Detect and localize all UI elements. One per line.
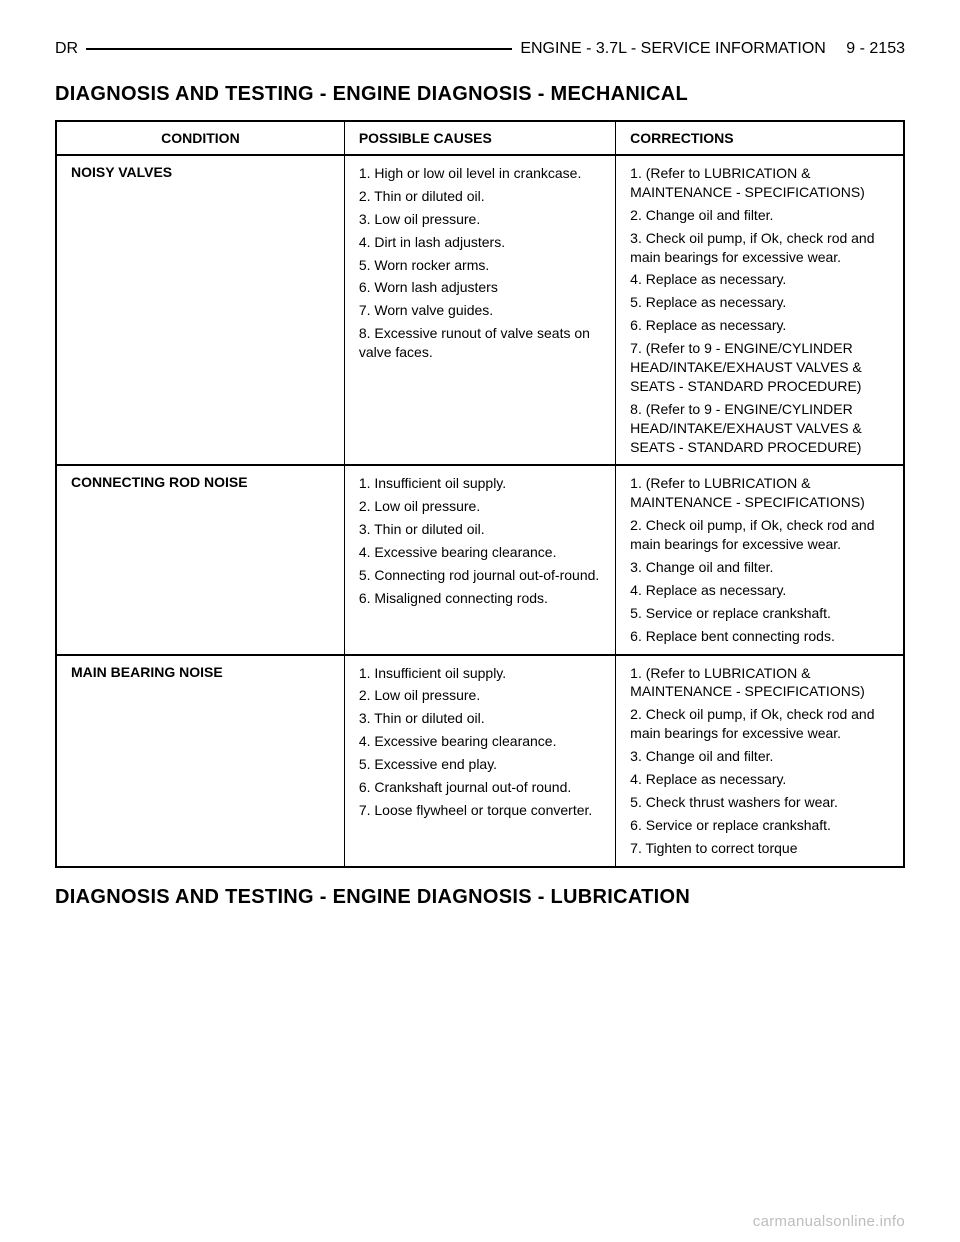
cause-item: 8. Excessive runout of valve seats on va… bbox=[359, 324, 601, 362]
cause-item: 2. Low oil pressure. bbox=[359, 686, 601, 705]
cause-item: 7. Worn valve guides. bbox=[359, 301, 601, 320]
causes-cell: 1. High or low oil level in crankcase. 2.… bbox=[344, 155, 615, 465]
section-title-top: DIAGNOSIS AND TESTING - ENGINE DIAGNOSIS… bbox=[55, 83, 905, 106]
condition-cell: MAIN BEARING NOISE bbox=[56, 655, 344, 867]
correction-item: 3. Change oil and filter. bbox=[630, 558, 889, 577]
correction-item: 7. (Refer to 9 - ENGINE/CYLINDER HEAD/IN… bbox=[630, 339, 889, 396]
correction-item: 4. Replace as necessary. bbox=[630, 770, 889, 789]
cause-item: 3. Thin or diluted oil. bbox=[359, 520, 601, 539]
page: DR ENGINE - 3.7L - SERVICE INFORMATION 9… bbox=[0, 0, 960, 1242]
corrections-cell: 1. (Refer to LUBRICATION & MAINTENANCE -… bbox=[616, 655, 904, 867]
correction-item: 4. Replace as necessary. bbox=[630, 270, 889, 289]
correction-item: 5. Check thrust washers for wear. bbox=[630, 793, 889, 812]
causes-cell: 1. Insufficient oil supply. 2. Low oil pr… bbox=[344, 655, 615, 867]
correction-item: 1. (Refer to LUBRICATION & MAINTENANCE -… bbox=[630, 474, 889, 512]
correction-item: 1. (Refer to LUBRICATION & MAINTENANCE -… bbox=[630, 664, 889, 702]
correction-item: 1. (Refer to LUBRICATION & MAINTENANCE -… bbox=[630, 164, 889, 202]
cause-item: 2. Low oil pressure. bbox=[359, 497, 601, 516]
cause-item: 3. Thin or diluted oil. bbox=[359, 709, 601, 728]
correction-item: 3. Check oil pump, if Ok, check rod and … bbox=[630, 229, 889, 267]
diagnosis-table: CONDITION POSSIBLE CAUSES CORRECTIONS NO… bbox=[55, 120, 905, 868]
header-left: DR bbox=[55, 40, 78, 58]
correction-item: 8. (Refer to 9 - ENGINE/CYLINDER HEAD/IN… bbox=[630, 400, 889, 457]
cause-item: 7. Loose flywheel or torque converter. bbox=[359, 801, 601, 820]
table-row: NOISY VALVES1. High or low oil level in … bbox=[56, 155, 904, 465]
corrections-cell: 1. (Refer to LUBRICATION & MAINTENANCE -… bbox=[616, 155, 904, 465]
correction-item: 2. Check oil pump, if Ok, check rod and … bbox=[630, 516, 889, 554]
condition-cell: NOISY VALVES bbox=[56, 155, 344, 465]
correction-item: 3. Change oil and filter. bbox=[630, 747, 889, 766]
cause-item: 5. Worn rocker arms. bbox=[359, 256, 601, 275]
correction-item: 5. Replace as necessary. bbox=[630, 293, 889, 312]
col-header-causes: POSSIBLE CAUSES bbox=[344, 121, 615, 155]
correction-item: 2. Check oil pump, if Ok, check rod and … bbox=[630, 705, 889, 743]
corrections-cell: 1. (Refer to LUBRICATION & MAINTENANCE -… bbox=[616, 465, 904, 654]
table-row: MAIN BEARING NOISE1. Insufficient oil su… bbox=[56, 655, 904, 867]
table-row: CONNECTING ROD NOISE1. Insufficient oil … bbox=[56, 465, 904, 654]
cause-item: 1. Insufficient oil supply. bbox=[359, 664, 601, 683]
causes-cell: 1. Insufficient oil supply. 2. Low oil pr… bbox=[344, 465, 615, 654]
correction-item: 6. Replace as necessary. bbox=[630, 316, 889, 335]
cause-item: 6. Crankshaft journal out-of round. bbox=[359, 778, 601, 797]
correction-item: 4. Replace as necessary. bbox=[630, 581, 889, 600]
section-title-bottom: DIAGNOSIS AND TESTING - ENGINE DIAGNOSIS… bbox=[55, 886, 905, 909]
page-header: DR ENGINE - 3.7L - SERVICE INFORMATION 9… bbox=[55, 40, 905, 58]
cause-item: 6. Worn lash adjusters bbox=[359, 278, 601, 297]
header-right: ENGINE - 3.7L - SERVICE INFORMATION 9 - … bbox=[520, 40, 905, 58]
correction-item: 6. Service or replace crankshaft. bbox=[630, 816, 889, 835]
cause-item: 5. Connecting rod journal out-of-round. bbox=[359, 566, 601, 585]
condition-cell: CONNECTING ROD NOISE bbox=[56, 465, 344, 654]
col-header-corrections: CORRECTIONS bbox=[616, 121, 904, 155]
footer-watermark: carmanualsonline.info bbox=[753, 1213, 905, 1230]
cause-item: 4. Excessive bearing clearance. bbox=[359, 543, 601, 562]
cause-item: 1. Insufficient oil supply. bbox=[359, 474, 601, 493]
cause-item: 6. Misaligned connecting rods. bbox=[359, 589, 601, 608]
cause-item: 3. Low oil pressure. bbox=[359, 210, 601, 229]
table-header-row: CONDITION POSSIBLE CAUSES CORRECTIONS bbox=[56, 121, 904, 155]
cause-item: 2. Thin or diluted oil. bbox=[359, 187, 601, 206]
correction-item: 7. Tighten to correct torque bbox=[630, 839, 889, 858]
cause-item: 5. Excessive end play. bbox=[359, 755, 601, 774]
cause-item: 4. Dirt in lash adjusters. bbox=[359, 233, 601, 252]
correction-item: 2. Change oil and filter. bbox=[630, 206, 889, 225]
header-rule bbox=[86, 48, 512, 50]
correction-item: 6. Replace bent connecting rods. bbox=[630, 627, 889, 646]
col-header-condition: CONDITION bbox=[56, 121, 344, 155]
cause-item: 1. High or low oil level in crankcase. bbox=[359, 164, 601, 183]
correction-item: 5. Service or replace crankshaft. bbox=[630, 604, 889, 623]
cause-item: 4. Excessive bearing clearance. bbox=[359, 732, 601, 751]
